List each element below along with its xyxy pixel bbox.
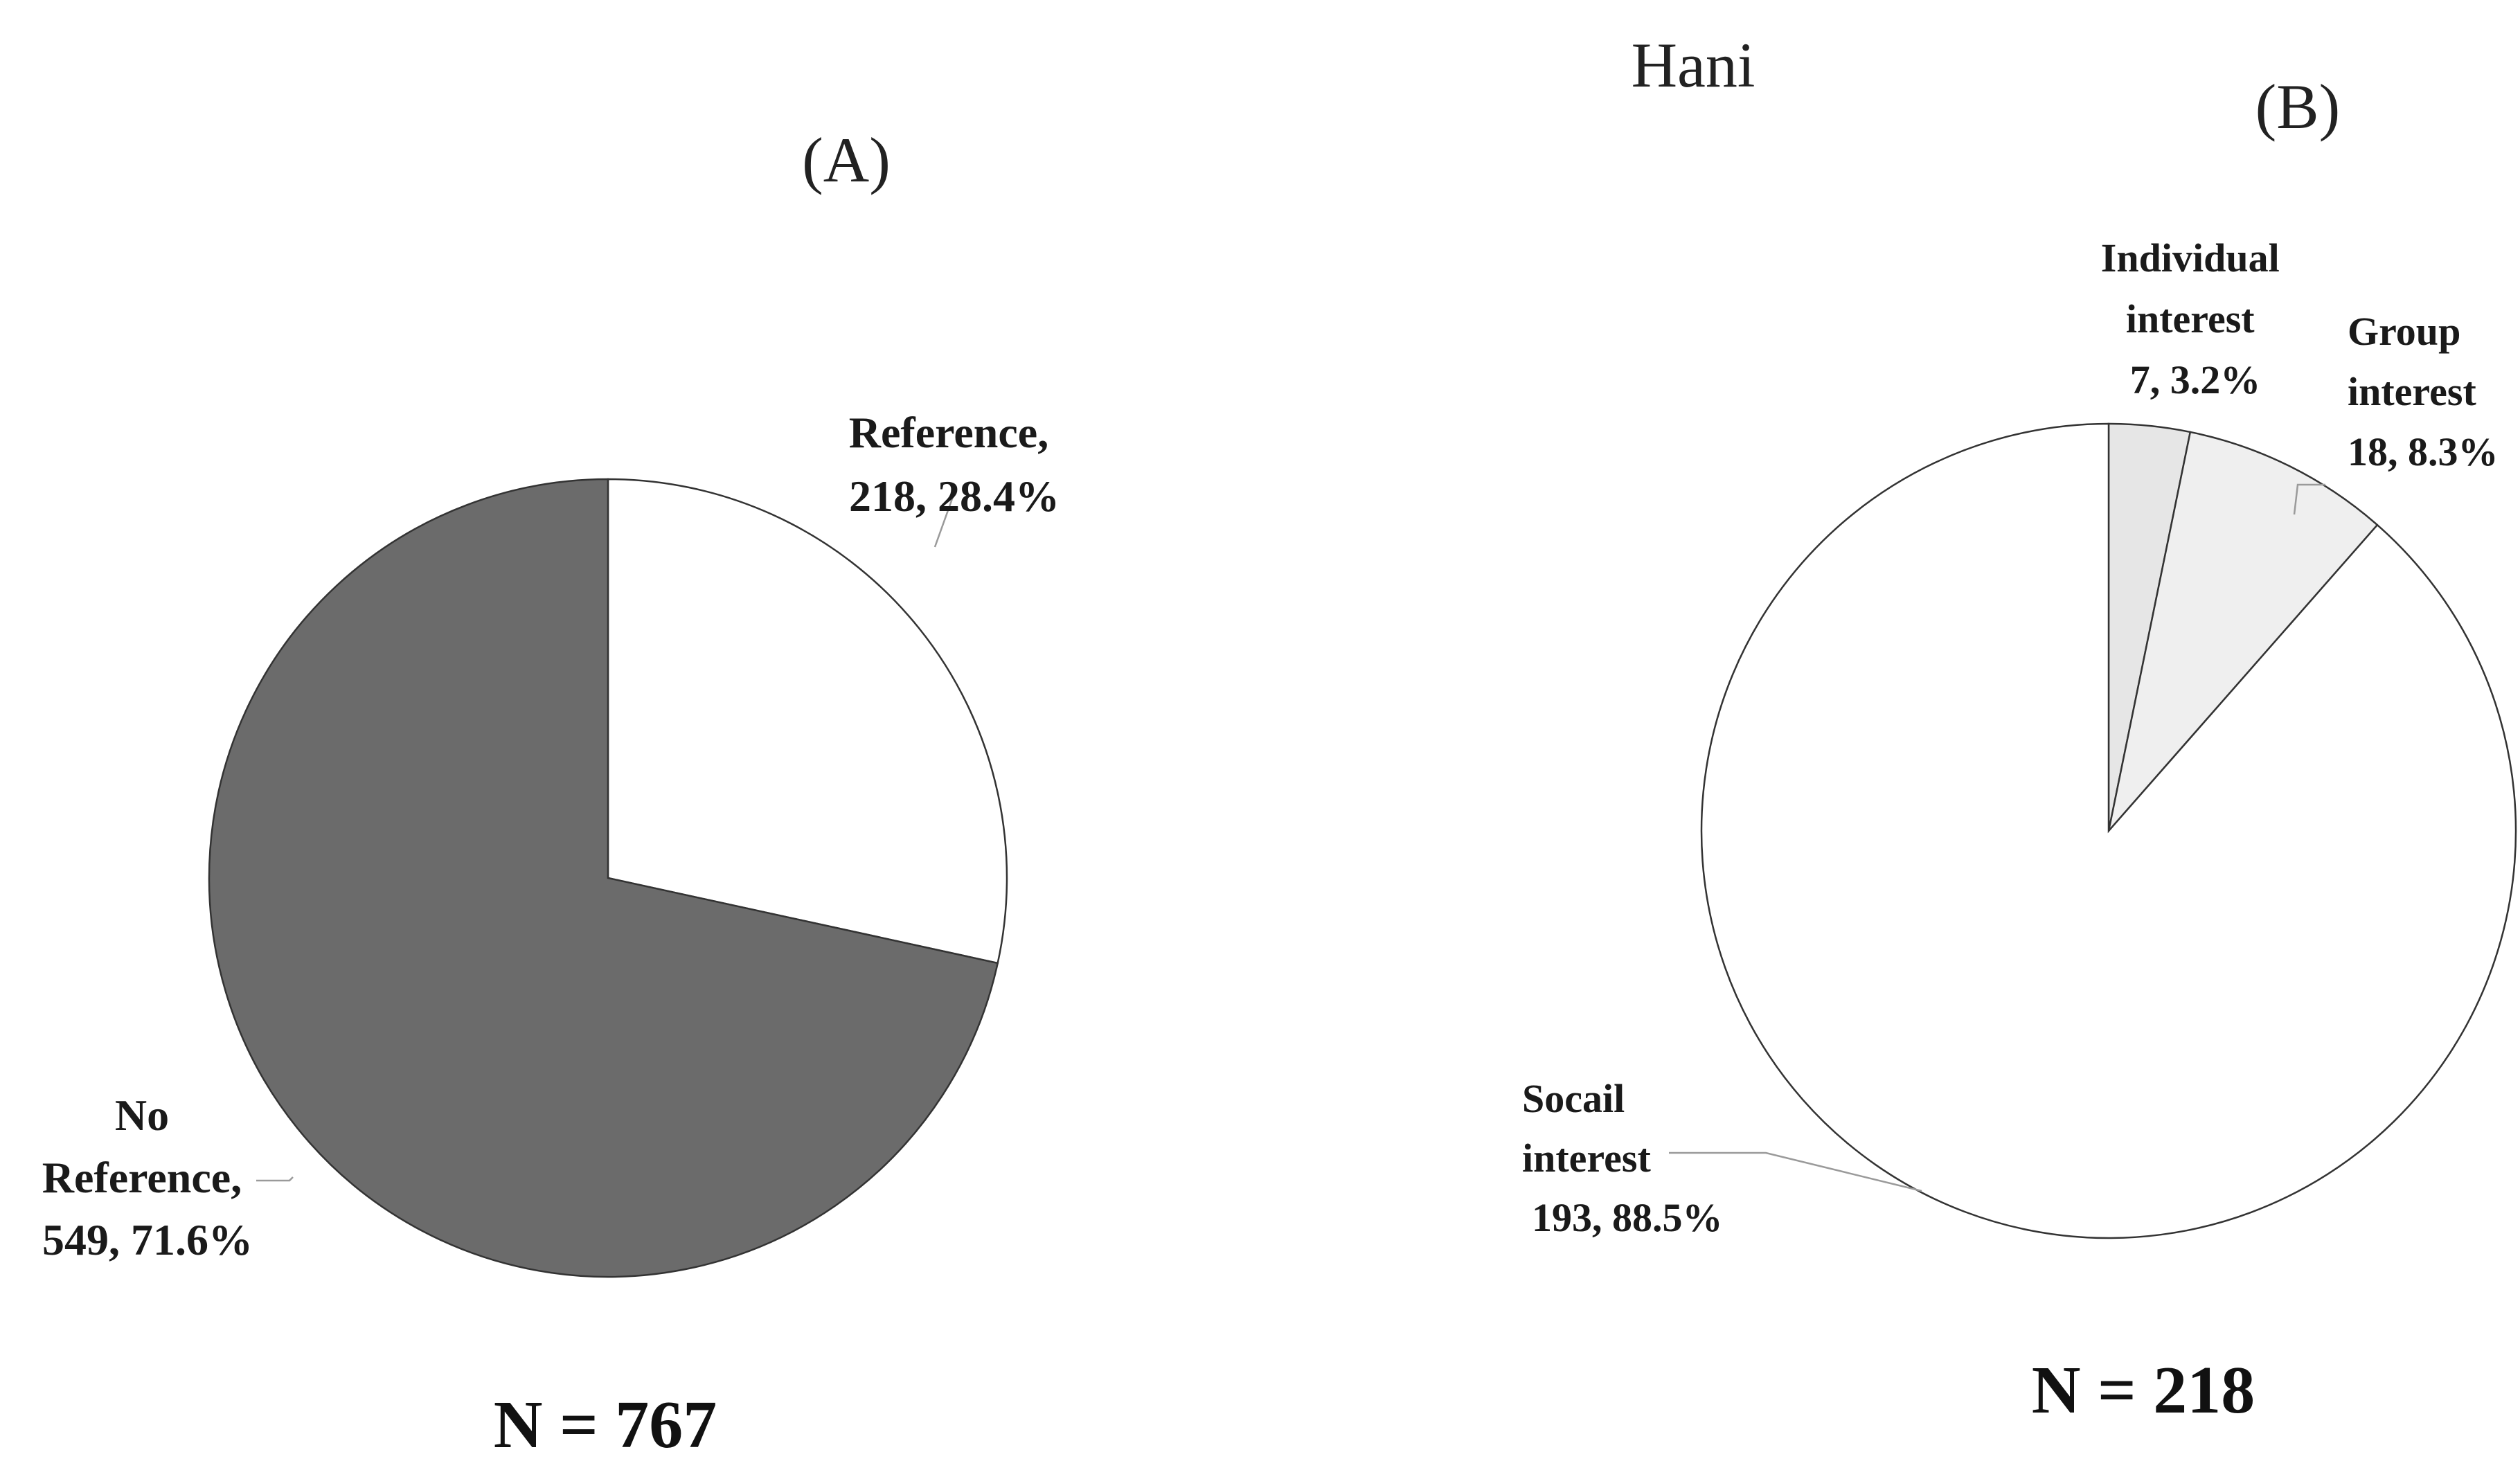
slice-label-group-interest: Group interest 18, 8.3% [2348,309,2499,474]
pie-slice-socail-interest [1700,422,2517,1239]
slice-label-individual-interest-line-1: Individual [2101,235,2280,280]
slice-label-reference-line-1: Reference, [849,408,1048,457]
leader-line-reference [933,492,956,548]
slice-label-group-interest-line-1: Group [2348,309,2460,354]
slice-label-group-interest-line-3: 18, 8.3% [2348,429,2499,474]
panel-b-total: N = 218 [2032,1353,2255,1428]
pie-a-leader-lines [256,492,956,1182]
pie-b-slices [1700,422,2517,1239]
slice-label-group-interest-line-2: interest [2348,369,2476,414]
slice-label-socail-interest-line-1: Socail [1522,1076,1625,1121]
slice-label-reference-line-2: 218, 28.4% [849,472,1060,521]
slice-label-individual-interest-line-2: interest [2126,296,2255,341]
slice-label-reference: Reference, 218, 28.4% [849,408,1060,521]
pie-slice-reference [607,478,1008,965]
slice-label-socail-interest-line-3: 193, 88.5% [1532,1195,1723,1240]
panel-b-label: (B) [2255,71,2341,142]
figure-title: Hani [1632,30,1755,100]
leader-line-socail-interest [1669,1151,1922,1192]
slice-label-no-reference-line-3: 549, 71.6% [42,1215,253,1264]
slice-label-individual-interest: Individual interest 7, 3.2% [2101,235,2289,402]
pie-panel-b: (B) Individual interest 7, 3.2% Group in… [1522,71,2517,1428]
pie-a-slices [208,478,1008,1278]
pie-panel-a: (A) Reference, 218, 28.4% No Reference, … [42,125,1060,1461]
pie-slice-group-interest [2107,431,2379,834]
panel-a-total: N = 767 [494,1388,717,1461]
slice-label-no-reference-line-2: Reference, [42,1153,242,1202]
leader-line-group-interest [2293,483,2325,515]
pie-slice-no-reference [208,478,999,1278]
panel-a-label: (A) [802,125,891,195]
pie-b-leader-lines [1669,483,2325,1192]
slice-label-no-reference-line-1: No [115,1091,169,1140]
slice-label-socail-interest: Socail interest 193, 88.5% [1522,1076,1723,1240]
leader-line-no-reference [256,1176,294,1182]
slice-label-socail-interest-line-2: interest [1522,1136,1651,1181]
slice-label-no-reference: No Reference, 549, 71.6% [42,1091,253,1264]
slice-label-individual-interest-line-3: 7, 3.2% [2130,357,2261,402]
